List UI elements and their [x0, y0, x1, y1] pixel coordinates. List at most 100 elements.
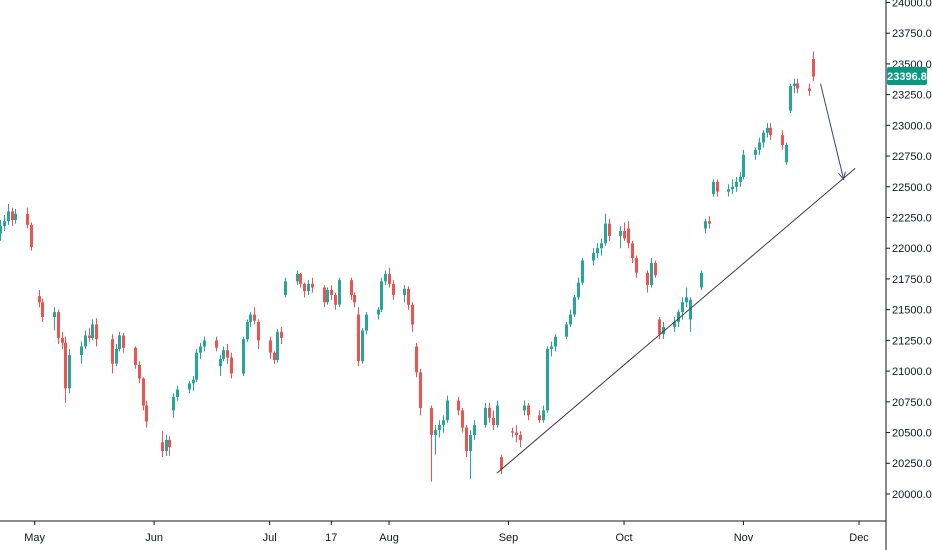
- candle-body: [781, 135, 784, 145]
- candle-body: [631, 243, 634, 259]
- candle-body: [280, 331, 283, 338]
- candle-body: [269, 340, 272, 353]
- time-tick-label: 17: [325, 532, 337, 544]
- time-tick-label: Jun: [145, 532, 163, 544]
- candle-body: [226, 350, 229, 358]
- candle-body: [411, 304, 414, 325]
- candle-body: [68, 355, 71, 389]
- candle-body: [57, 312, 60, 338]
- price-tick-label: 22000.0: [892, 243, 932, 255]
- candle-body: [708, 221, 711, 224]
- candle-body: [303, 283, 306, 292]
- candle-body: [538, 415, 541, 421]
- candle-body: [623, 231, 626, 239]
- candle-body: [365, 314, 368, 331]
- price-axis[interactable]: 20000.0 20250.0 20500.0 20750.0 21000.0 21250…: [886, 0, 932, 501]
- candle-body: [442, 420, 445, 426]
- candle-body: [134, 347, 137, 365]
- candle-body: [735, 181, 738, 187]
- candle-body: [689, 299, 692, 320]
- candle-body: [11, 211, 14, 220]
- candle-body: [573, 297, 576, 315]
- price-tick-label: 21500.0: [892, 305, 932, 317]
- candle-body: [361, 330, 364, 362]
- candle-body: [608, 223, 611, 236]
- price-tick-label: 20000.0: [892, 489, 932, 501]
- candle-body: [284, 281, 287, 295]
- candle-body: [84, 335, 87, 347]
- candle-body: [357, 314, 360, 362]
- candle-body: [796, 83, 799, 89]
- candle-body: [596, 248, 599, 254]
- candle-body: [742, 154, 745, 177]
- candle-body: [712, 181, 715, 195]
- candle-body: [438, 425, 441, 431]
- candle-body: [138, 364, 141, 379]
- candle-body: [323, 287, 326, 303]
- candle-body: [91, 324, 94, 338]
- candle-body: [111, 339, 114, 364]
- candle-body: [461, 410, 464, 428]
- price-tick-label: 21000.0: [892, 366, 932, 378]
- candle-body: [681, 302, 684, 313]
- candle-body: [515, 432, 518, 435]
- candle-body: [446, 400, 449, 421]
- last-price-badge-box: [887, 67, 927, 85]
- candle-body: [380, 281, 383, 310]
- trendline[interactable]: [496, 167, 856, 474]
- candle-body: [754, 149, 757, 155]
- candle-body: [195, 352, 198, 380]
- candle-body: [388, 274, 391, 284]
- candle-body: [230, 357, 233, 374]
- candle-body: [600, 243, 603, 249]
- candle-body: [758, 142, 761, 150]
- candle-body: [685, 297, 688, 303]
- time-tick-label: Jul: [263, 532, 277, 544]
- candle-body: [338, 280, 341, 305]
- candle-body: [650, 262, 653, 286]
- time-axis[interactable]: May Jun Jul 17 Aug Sep Oct Nov Dec: [24, 521, 869, 544]
- candle-body: [592, 253, 595, 261]
- candle-body: [299, 274, 302, 284]
- candle-body: [492, 417, 495, 426]
- candle-body: [457, 400, 460, 411]
- candle-body: [0, 226, 2, 234]
- candle-body: [403, 288, 406, 295]
- price-tick-label: 20500.0: [892, 428, 932, 440]
- last-price-badge: 23396.8: [887, 67, 927, 85]
- price-tick-label: 21750.0: [892, 274, 932, 286]
- candle-body: [276, 331, 279, 361]
- candle-body: [249, 314, 252, 322]
- candle-body: [88, 335, 91, 338]
- candle-body: [704, 221, 707, 229]
- candle-body: [353, 294, 356, 303]
- candle-body: [326, 289, 329, 303]
- price-tick-label: 23750.0: [892, 28, 932, 40]
- candle-body: [654, 262, 657, 276]
- candle-body: [168, 439, 171, 448]
- candle-body: [41, 302, 44, 318]
- candle-body: [407, 288, 410, 305]
- arrow-shaft[interactable]: [820, 83, 845, 180]
- candle-body: [619, 231, 622, 236]
- time-tick-label: Aug: [379, 532, 399, 544]
- candle-body: [430, 407, 433, 435]
- candle-body: [311, 283, 314, 288]
- candle-body: [161, 442, 164, 451]
- candle-body: [53, 312, 56, 318]
- candle-body: [38, 296, 41, 303]
- candle-body: [469, 434, 472, 451]
- candle-body: [330, 289, 333, 295]
- candle-body: [257, 321, 260, 341]
- candle-body: [542, 410, 545, 421]
- candle-body: [581, 260, 584, 283]
- candle-body: [246, 321, 249, 340]
- candle-body: [172, 396, 175, 411]
- candle-body: [646, 272, 649, 286]
- last-price-badge-text: 23396.8: [887, 71, 927, 83]
- candle-body: [793, 83, 796, 87]
- price-tick-label: 22250.0: [892, 212, 932, 224]
- candle-body: [377, 309, 380, 315]
